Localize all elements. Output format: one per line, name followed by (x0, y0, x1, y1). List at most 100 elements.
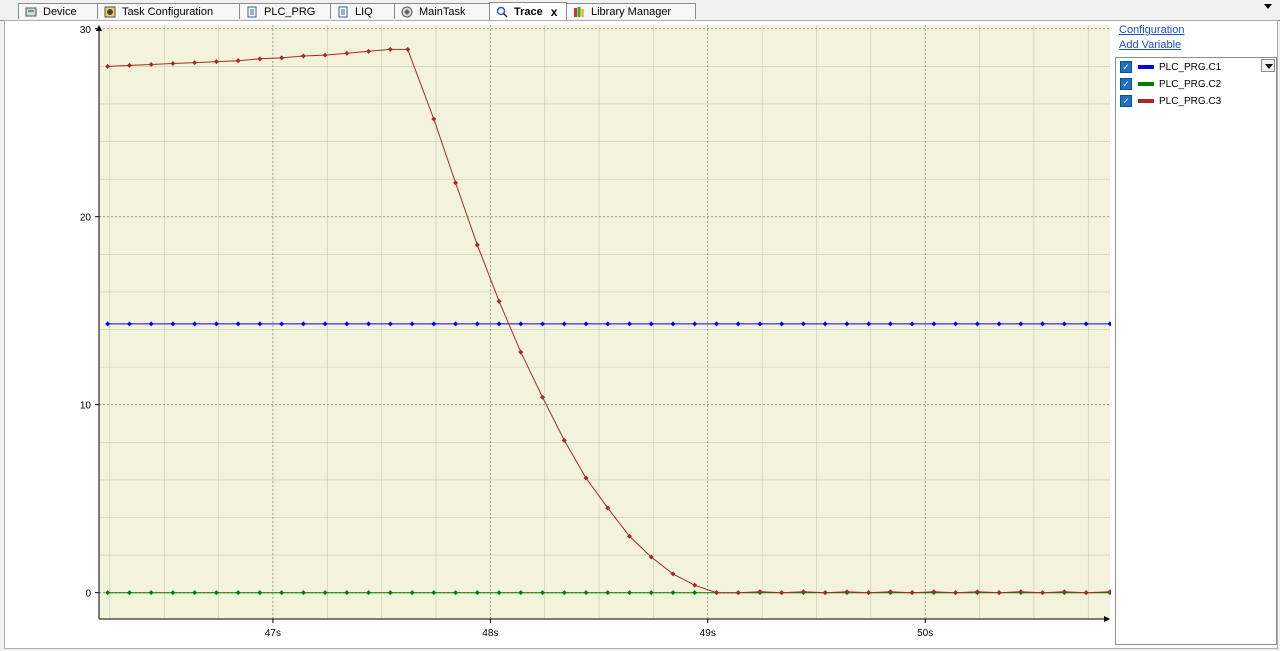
tab-maintask[interactable]: MainTask (394, 3, 490, 19)
data-point (648, 554, 654, 560)
editor-tab-bar: Device Task Configuration PLC_PRG LIQ Ma… (0, 0, 1280, 21)
data-point (561, 437, 567, 443)
data-point (279, 321, 285, 327)
data-point (105, 590, 111, 596)
data-point (1107, 589, 1111, 595)
data-point (409, 590, 415, 596)
data-point (735, 590, 741, 596)
data-point (474, 590, 480, 596)
data-point (670, 590, 676, 596)
y-tick-label: 10 (80, 401, 92, 412)
data-point (627, 533, 633, 539)
data-point (953, 590, 959, 596)
data-point (192, 321, 198, 327)
data-point (518, 590, 524, 596)
data-point (213, 59, 219, 65)
tab-trace[interactable]: Trace x (489, 2, 567, 20)
data-point (627, 590, 633, 596)
tab-liq[interactable]: LIQ (330, 3, 395, 19)
tab-label: Trace (514, 5, 543, 18)
variable-item-c1[interactable]: ✓ PLC_PRG.C1 (1120, 60, 1221, 74)
x-tick-label: 48s (482, 628, 498, 639)
data-point (561, 590, 567, 596)
data-point (344, 590, 350, 596)
data-point (453, 180, 459, 186)
data-point (431, 116, 437, 122)
data-point (474, 242, 480, 248)
data-point (1061, 321, 1067, 327)
variable-item-c2[interactable]: ✓ PLC_PRG.C2 (1120, 77, 1221, 91)
y-axis-arrow-icon (96, 25, 102, 31)
data-point (1083, 321, 1089, 327)
data-point (279, 590, 285, 596)
tab-task-configuration[interactable]: Task Configuration (97, 3, 240, 19)
data-point (322, 321, 328, 327)
data-point (757, 589, 763, 595)
tab-list-dropdown-icon[interactable] (1264, 4, 1272, 9)
data-point (387, 590, 393, 596)
tab-plc-prg[interactable]: PLC_PRG (239, 3, 331, 19)
data-point (300, 321, 306, 327)
data-point (366, 321, 372, 327)
data-point (1061, 589, 1067, 595)
data-point (670, 321, 676, 327)
tab-label: PLC_PRG (264, 5, 316, 18)
checkbox-icon[interactable]: ✓ (1120, 78, 1132, 90)
task-config-icon (104, 6, 116, 18)
data-point (953, 321, 959, 327)
data-point (257, 590, 263, 596)
data-point (844, 321, 850, 327)
data-point (1040, 590, 1046, 596)
data-point (148, 321, 154, 327)
tab-device[interactable]: Device (18, 3, 98, 19)
data-point (713, 321, 719, 327)
data-point (648, 321, 654, 327)
data-point (453, 321, 459, 327)
data-point (692, 582, 698, 588)
data-point (1018, 589, 1024, 595)
data-point (170, 321, 176, 327)
close-icon[interactable]: x (550, 4, 558, 19)
data-point (1107, 321, 1111, 327)
data-point (757, 321, 763, 327)
data-point (257, 321, 263, 327)
data-point (692, 321, 698, 327)
data-point (583, 321, 589, 327)
variable-item-c3[interactable]: ✓ PLC_PRG.C3 (1120, 94, 1221, 108)
data-point (822, 321, 828, 327)
data-point (779, 321, 785, 327)
tab-library-manager[interactable]: Library Manager (566, 3, 696, 19)
document-icon (246, 6, 258, 18)
checkbox-icon[interactable]: ✓ (1120, 95, 1132, 107)
x-tick-label: 50s (917, 628, 933, 639)
data-point (887, 589, 893, 595)
x-tick-label: 49s (700, 628, 716, 639)
data-point (496, 590, 502, 596)
configuration-link[interactable]: Configuration (1119, 24, 1185, 36)
data-point (540, 321, 546, 327)
data-point (605, 321, 611, 327)
checkbox-icon[interactable]: ✓ (1120, 61, 1132, 73)
data-point (474, 321, 480, 327)
trace-sidebar: Configuration Add Variable ✓ PLC_PRG.C1 … (1114, 20, 1278, 650)
data-point (431, 321, 437, 327)
x-tick-label: 47s (265, 628, 281, 639)
data-point (735, 321, 741, 327)
data-point (170, 590, 176, 596)
x-axis-arrow-icon (1104, 616, 1110, 622)
variable-list-dropdown-icon[interactable] (1261, 59, 1275, 72)
tab-label: Library Manager (591, 5, 672, 18)
data-point (909, 321, 915, 327)
device-icon (25, 6, 37, 18)
data-point (931, 589, 937, 595)
data-point (192, 60, 198, 66)
data-point (235, 58, 241, 64)
data-point (996, 321, 1002, 327)
data-point (996, 590, 1002, 596)
color-swatch (1138, 99, 1154, 103)
variable-label: PLC_PRG.C2 (1159, 78, 1222, 90)
trace-icon (496, 6, 508, 18)
trace-chart: 0 10 20 30 47s 48s 49s 50s (80, 25, 1111, 639)
add-variable-link[interactable]: Add Variable (1119, 39, 1182, 51)
data-point (409, 321, 415, 327)
